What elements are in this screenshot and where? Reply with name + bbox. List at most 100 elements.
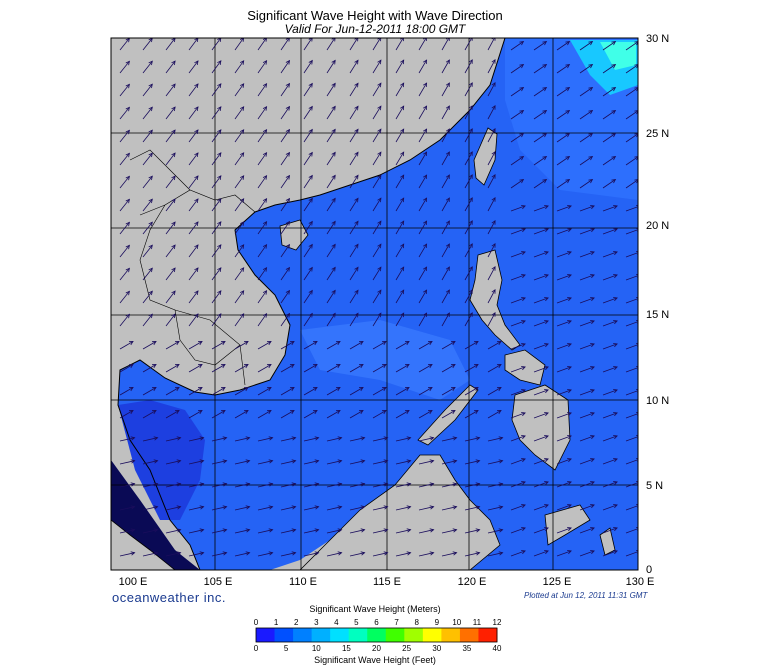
lon-label: 130 E xyxy=(626,576,655,588)
wave-arrow xyxy=(119,38,130,51)
colorbar-swatch xyxy=(404,628,424,642)
wave-arrow xyxy=(510,64,524,74)
wave-arrow xyxy=(188,244,199,258)
wave-arrow-head xyxy=(199,436,205,441)
wave-arrow xyxy=(556,87,570,97)
wave-arrow-head xyxy=(128,364,134,369)
wave-arrow xyxy=(165,437,181,442)
wave-arrow xyxy=(579,320,595,327)
wave-arrow xyxy=(142,290,153,304)
lat-label: 15 N xyxy=(646,309,669,321)
wave-arrow-head xyxy=(153,459,159,464)
wave-arrow xyxy=(349,483,365,488)
wave-arrow-head xyxy=(590,228,595,233)
wave-arrow xyxy=(602,412,618,419)
wave-arrow xyxy=(418,529,434,534)
wave-arrow xyxy=(165,290,176,304)
wave-arrow-head xyxy=(360,436,366,441)
wave-arrow-head xyxy=(308,105,313,111)
wave-arrow-head xyxy=(354,220,359,226)
wave-arrow-head xyxy=(613,458,618,463)
wave-arrow-head xyxy=(567,251,572,256)
wave-arrow-head xyxy=(331,266,336,272)
wave-arrow xyxy=(579,550,595,557)
wave-arrow-head xyxy=(358,387,364,392)
wave-arrow xyxy=(395,460,411,465)
wave-arrow xyxy=(303,152,313,166)
wave-arrow-head xyxy=(171,244,176,250)
wave-arrow xyxy=(395,243,405,258)
wave-arrow xyxy=(119,460,135,465)
wave-arrow-head xyxy=(613,435,618,440)
wave-arrow xyxy=(211,506,227,511)
wave-arrow xyxy=(188,106,199,120)
wave-arrow-head xyxy=(171,83,176,89)
wave-arrow-head xyxy=(151,410,157,415)
wave-arrow-head xyxy=(171,152,176,158)
wave-arrow-head xyxy=(544,412,549,417)
wave-arrow xyxy=(510,41,524,51)
wave-arrow-head xyxy=(567,389,572,394)
wave-arrow-head xyxy=(308,82,313,88)
wave-arrow-head xyxy=(611,132,617,138)
wave-arrow xyxy=(464,460,480,465)
wave-arrow-head xyxy=(400,38,405,42)
wave-arrow xyxy=(533,527,549,534)
country-borders xyxy=(129,149,256,386)
wave-arrow xyxy=(119,61,130,74)
wave-arrow xyxy=(326,244,336,258)
wave-arrow xyxy=(280,198,290,212)
wave-arrow-head xyxy=(197,341,203,346)
wave-arrow xyxy=(395,364,410,373)
wave-arrow xyxy=(602,297,618,304)
wave-arrow xyxy=(303,437,319,442)
wave-arrow xyxy=(602,251,618,258)
wave-arrow-head xyxy=(337,436,343,441)
wave-arrow-head xyxy=(125,60,130,66)
wave-arrow-head xyxy=(285,220,291,226)
wave-arrow xyxy=(211,529,227,534)
wave-arrow xyxy=(142,175,153,189)
wave-arrow xyxy=(188,364,203,373)
wave-arrow-head xyxy=(634,41,638,46)
wave-arrow xyxy=(280,221,290,235)
wave-arrow xyxy=(165,83,176,97)
wave-arrow xyxy=(464,289,473,304)
wave-arrow xyxy=(602,133,616,143)
wave-arrow xyxy=(142,221,153,235)
wave-arrow xyxy=(257,364,272,373)
wave-arrow xyxy=(349,341,364,350)
wave-arrow xyxy=(303,364,318,373)
wave-arrow xyxy=(280,437,296,442)
wave-arrow xyxy=(464,529,480,534)
wave-arrow xyxy=(487,410,502,419)
wave-arrow xyxy=(441,312,450,327)
wave-arrow xyxy=(533,481,549,488)
wave-arrow xyxy=(602,435,618,442)
meter-tick-label: 11 xyxy=(473,618,482,627)
wave-arrow xyxy=(188,460,204,465)
wave-arrow-head xyxy=(262,82,268,88)
wave-arrow xyxy=(165,221,176,235)
wave-arrow-head xyxy=(422,220,428,226)
wave-arrow xyxy=(510,87,524,97)
wave-arrow xyxy=(257,267,267,281)
wave-arrow xyxy=(234,83,245,97)
wave-arrow-head xyxy=(452,528,458,533)
wave-arrow xyxy=(142,60,153,74)
wave-arrow xyxy=(464,220,473,235)
wave-arrow xyxy=(372,312,382,327)
wave-arrow xyxy=(602,110,616,120)
wave-arrow xyxy=(487,341,502,350)
wave-arrow xyxy=(533,41,547,51)
wave-arrow xyxy=(510,527,526,534)
gulf-of-thailand xyxy=(118,400,205,520)
wave-arrow xyxy=(188,506,204,511)
wave-arrow xyxy=(579,389,595,396)
wave-arrow-head xyxy=(636,343,638,348)
wave-arrow-head xyxy=(354,105,359,111)
wave-arrow xyxy=(464,341,479,350)
wave-arrow xyxy=(487,437,503,442)
colorbar-swatch xyxy=(293,628,313,642)
wave-arrow-head xyxy=(400,105,405,111)
